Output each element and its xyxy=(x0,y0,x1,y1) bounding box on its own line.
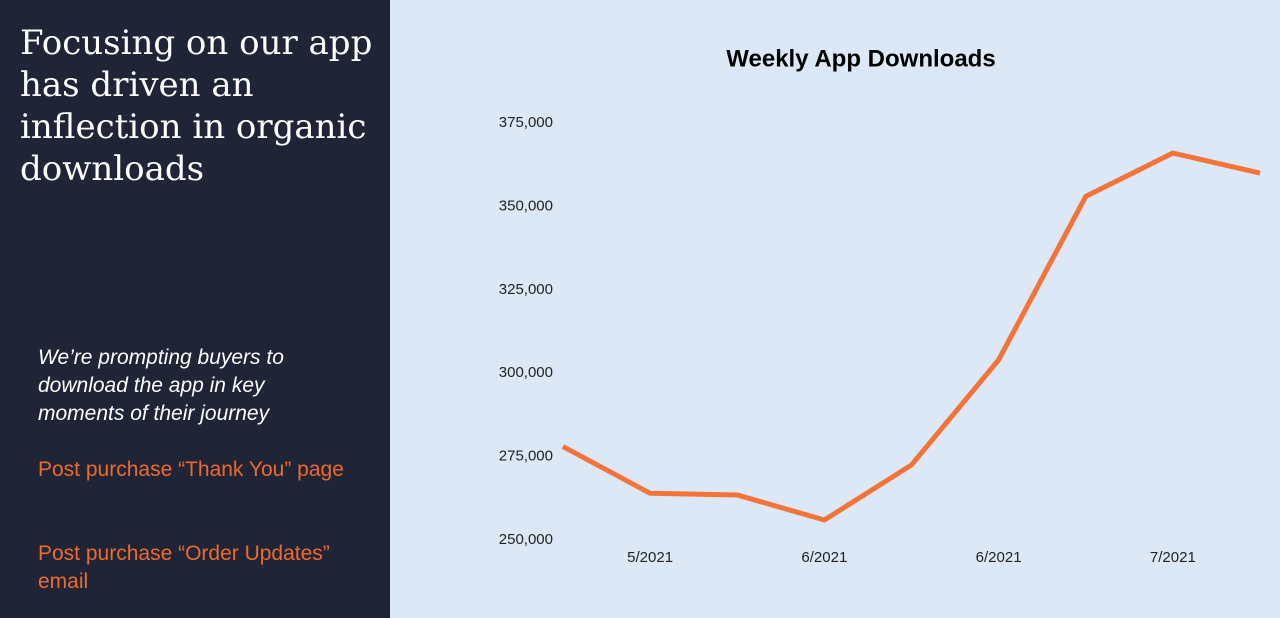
bullet: Post purchase “Order Updates” email xyxy=(38,542,330,593)
y-tick-label: 275,000 xyxy=(499,448,553,465)
y-tick-label: 375,000 xyxy=(499,114,553,131)
y-tick-label: 325,000 xyxy=(499,281,553,298)
y-tick-label: 350,000 xyxy=(499,197,553,214)
x-tick-label: 5/2021 xyxy=(627,549,673,566)
bullet: Post purchase “Thank You” page xyxy=(38,458,344,481)
x-tick-label: 6/2021 xyxy=(976,549,1022,566)
y-tick-label: 300,000 xyxy=(499,364,553,381)
chart-title: Weekly App Downloads xyxy=(726,45,995,72)
body-text: We’re prompting buyers to download the a… xyxy=(38,346,284,425)
side-panel: Focusing on our app has driven an inflec… xyxy=(0,0,390,618)
y-tick-label: 250,000 xyxy=(499,531,553,548)
heading: Focusing on our app has driven an inflec… xyxy=(20,23,373,189)
line xyxy=(561,150,1261,523)
x-tick-label: 6/2021 xyxy=(801,549,847,566)
x-tick-label: 7/2021 xyxy=(1150,549,1196,566)
